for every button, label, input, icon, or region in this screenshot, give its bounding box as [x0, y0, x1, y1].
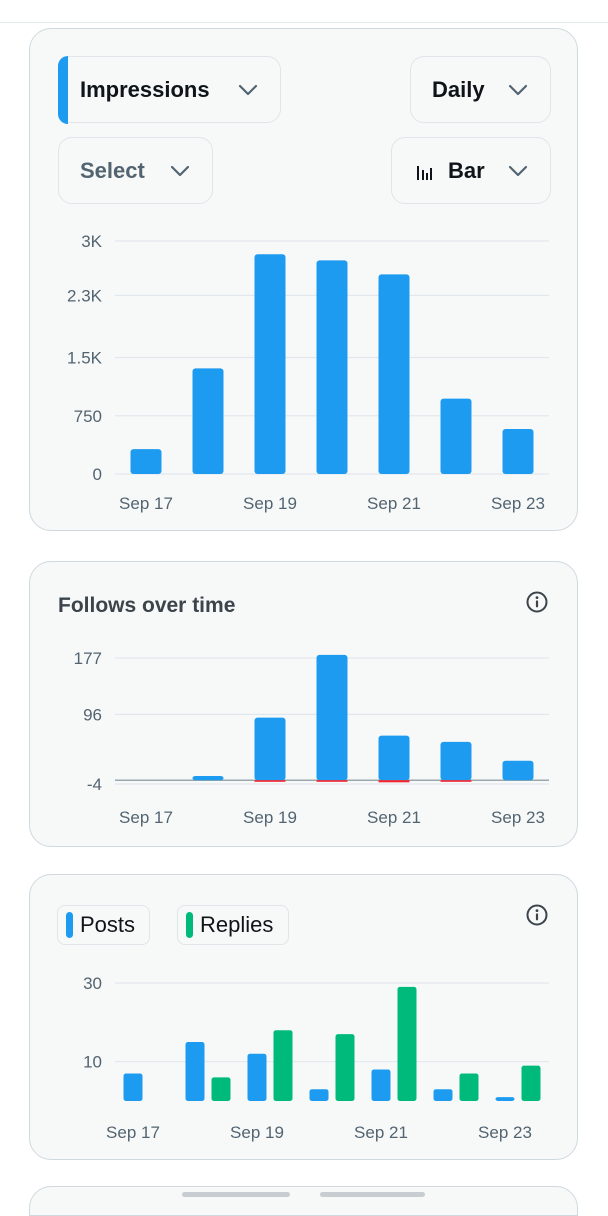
- y-tick-label: -4: [87, 775, 102, 794]
- y-tick-label: 10: [83, 1053, 102, 1072]
- info-icon[interactable]: [526, 591, 548, 613]
- posts-bar: [433, 1089, 453, 1101]
- compare-select-label: Select: [80, 157, 145, 183]
- posts-bar: [495, 1097, 515, 1101]
- x-tick-label: Sep 19: [243, 494, 297, 513]
- follows-bar: [440, 741, 472, 781]
- x-tick-label: Sep 21: [354, 1123, 408, 1142]
- y-tick-label: 0: [93, 465, 102, 484]
- legend-posts-label: Posts: [80, 912, 136, 937]
- legend-replies-label: Replies: [200, 912, 274, 937]
- compare-select[interactable]: Select: [58, 137, 213, 204]
- posts-bar: [247, 1053, 267, 1101]
- impressions-bar: [440, 398, 472, 474]
- y-tick-label: 96: [83, 705, 102, 724]
- chart-type-label: Bar: [448, 157, 485, 183]
- y-tick-label: 3K: [81, 232, 102, 251]
- follows-bar: [316, 654, 348, 781]
- replies-bar: [273, 1030, 293, 1101]
- impressions-bar: [130, 449, 162, 474]
- follows-card-title: Follows over time: [58, 594, 236, 617]
- replies-bar: [521, 1065, 541, 1101]
- next-card-peek: [29, 1186, 578, 1216]
- replies-bar: [335, 1034, 355, 1101]
- x-tick-label: Sep 21: [367, 494, 421, 513]
- info-icon[interactable]: [526, 904, 548, 926]
- unfollows-bar: [316, 780, 348, 782]
- header-divider: [0, 22, 608, 23]
- x-tick-label: Sep 17: [119, 494, 173, 513]
- y-tick-label: 30: [83, 974, 102, 993]
- unfollows-bar: [254, 780, 286, 782]
- posts-bar: [371, 1069, 391, 1101]
- x-tick-label: Sep 23: [491, 494, 545, 513]
- x-tick-label: Sep 19: [230, 1123, 284, 1142]
- chevron-down-icon: [170, 165, 190, 177]
- legend-replies[interactable]: Replies: [177, 905, 289, 945]
- replies-bar: [459, 1073, 479, 1101]
- x-tick-label: Sep 21: [367, 808, 421, 827]
- follows-bar: [192, 776, 224, 781]
- posts-color-swatch: [66, 912, 73, 938]
- bar-chart-icon: [416, 162, 434, 180]
- replies-color-swatch: [186, 912, 193, 938]
- follows-bar: [502, 760, 534, 781]
- posts-replies-bar-chart: 30 10 Sep 17 Sep 19 Sep 21 Sep 23: [83, 974, 549, 1142]
- unfollows-bar: [440, 780, 472, 782]
- impressions-bar-chart: 3K 2.3K 1.5K 750 0 Sep 17 Sep 19 Sep 21 Sep 23: [67, 232, 549, 513]
- impressions-bar: [378, 274, 410, 474]
- legend-posts[interactable]: Posts: [57, 905, 150, 945]
- y-tick-label: 2.3K: [67, 286, 103, 305]
- follows-card: Follows over time 177 96 -4 Sep 17 Sep 19 Sep…: [29, 561, 578, 847]
- y-tick-label: 750: [74, 407, 102, 426]
- impressions-bar: [254, 254, 286, 474]
- replies-bar: [211, 1077, 231, 1101]
- posts-bar: [185, 1042, 205, 1101]
- posts-replies-card: Posts Replies 30 10 Sep 17 Sep 19 Sep 21 Sep …: [29, 874, 578, 1160]
- metric-color-accent: [57, 55, 68, 124]
- impressions-bar: [316, 260, 348, 474]
- impressions-card: Impressions Daily Select Bar 3K 2.3K 1.5K 7…: [29, 28, 578, 531]
- unfollows-bar: [378, 780, 410, 783]
- metric-select[interactable]: Impressions: [57, 55, 281, 124]
- scroll-handle-right[interactable]: [320, 1192, 425, 1197]
- chevron-down-icon: [508, 84, 528, 96]
- x-tick-label: Sep 23: [478, 1123, 532, 1142]
- posts-bar: [123, 1073, 143, 1101]
- x-tick-label: Sep 17: [106, 1123, 160, 1142]
- chart-type-select[interactable]: Bar: [391, 137, 551, 204]
- period-select[interactable]: Daily: [410, 56, 551, 123]
- follows-bar: [378, 735, 410, 781]
- x-tick-label: Sep 23: [491, 808, 545, 827]
- y-tick-label: 177: [74, 649, 102, 668]
- chevron-down-icon: [508, 165, 528, 177]
- period-select-label: Daily: [432, 76, 485, 102]
- x-tick-label: Sep 17: [119, 808, 173, 827]
- metric-select-label: Impressions: [80, 76, 210, 102]
- x-tick-label: Sep 19: [243, 808, 297, 827]
- replies-bar: [397, 986, 417, 1101]
- posts-bar: [309, 1089, 329, 1101]
- follows-bar: [254, 717, 286, 781]
- scroll-handle-left[interactable]: [182, 1192, 290, 1197]
- chevron-down-icon: [238, 84, 258, 96]
- impressions-bar: [192, 368, 224, 474]
- impressions-bar: [502, 428, 534, 474]
- follows-bar-chart: 177 96 -4 Sep 17 Sep 19 Sep 21 Sep 23: [74, 649, 549, 827]
- y-tick-label: 1.5K: [67, 349, 103, 368]
